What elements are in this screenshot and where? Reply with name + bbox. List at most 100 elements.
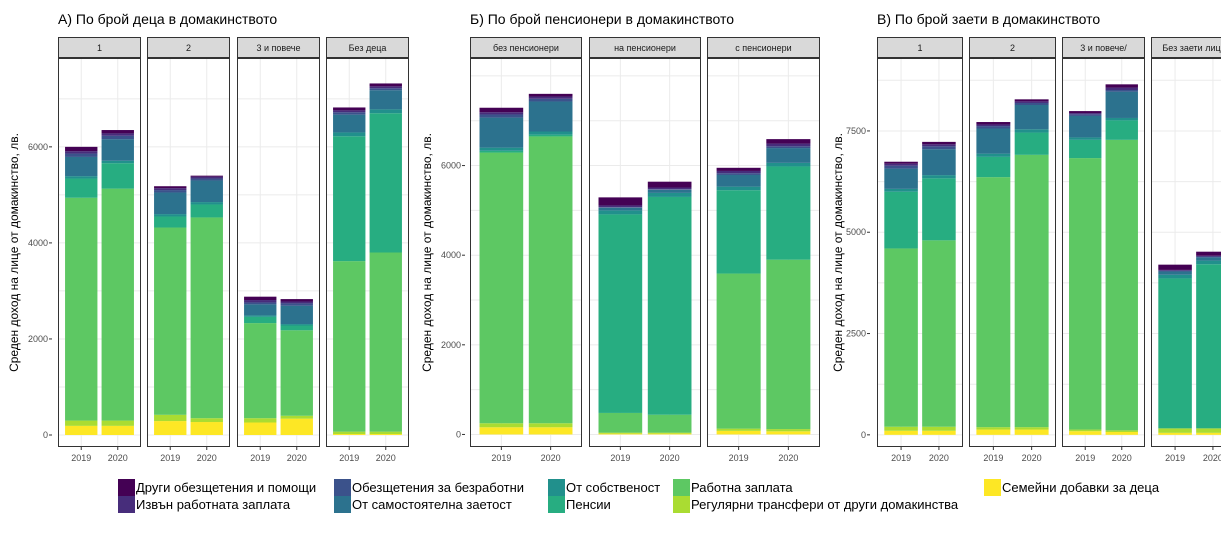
- bar-segment-обезщетения-за-безработни: [1158, 270, 1192, 272]
- panel-border: [147, 58, 230, 447]
- bar-segment-от-собственост: [154, 214, 187, 217]
- bar-segment-от-самостоятелна-заетост: [716, 174, 761, 187]
- bar-segment-от-собственост: [190, 202, 223, 205]
- facet-strip: [470, 37, 582, 58]
- x-tick-label-2019: 2019: [610, 453, 630, 463]
- chart-group-1: А) По брой деца в домакинството Среден до…: [7, 11, 409, 463]
- bar-segment-други-обезщетения-и-помощи: [528, 93, 573, 97]
- legend-item-non-salary: Извън работната заплата: [118, 496, 290, 513]
- x-tick-label-2019: 2019: [983, 453, 1003, 463]
- facet-strip-label: 1: [917, 43, 922, 53]
- bar-segment-обезщетения-за-безработни: [1014, 102, 1049, 106]
- bar-segment-работна-заплата: [647, 414, 692, 433]
- y-tick-label-1-2000: 2000: [28, 334, 48, 344]
- bar-segment-други-обезщетения-и-помощи: [716, 167, 761, 171]
- bar-segment-семейни-добавки-за-деца: [280, 418, 313, 435]
- y-tick-label-3-7500: 7500: [846, 126, 866, 136]
- bar-segment-извън-работната-заплата: [154, 188, 187, 191]
- bar-segment-работна-заплата: [922, 240, 956, 427]
- panel-border: [1062, 58, 1145, 447]
- bar-segment-регулярни-трансфери-от-други-домакинства: [884, 426, 918, 431]
- bar-segment-семейни-добавки-за-деца: [333, 434, 366, 435]
- bar-segment-от-собственост: [479, 147, 524, 151]
- bar-segment-обезщетения-за-безработни: [280, 303, 313, 306]
- facet-1-4: 2019 2020 Без деца: [326, 37, 409, 463]
- x-tick-label-2019: 2019: [339, 453, 359, 463]
- bar-segment-обезщетения-за-безработни: [1069, 114, 1102, 116]
- bar-segment-от-самостоятелна-заетост: [154, 192, 187, 215]
- bar-segment-извън-работната-заплата: [369, 86, 402, 89]
- facet-strip-label: 1: [97, 43, 102, 53]
- bar-segment-семейни-добавки-за-деца: [884, 430, 918, 435]
- bar-segment-обезщетения-за-безработни: [716, 173, 761, 175]
- chart-group-3: В) По брой заети в домакинството Среден д…: [831, 11, 1221, 463]
- facet-strip: [969, 37, 1056, 58]
- bar-segment-извън-работната-заплата: [1105, 87, 1138, 91]
- bar-segment-извън-работната-заплата: [101, 133, 134, 136]
- bar-segment-от-собственост: [101, 160, 134, 164]
- bar-segment-семейни-добавки-за-деца: [101, 425, 134, 435]
- bar-segment-работна-заплата: [976, 177, 1011, 428]
- legend-label-child-allowance: Семейни добавки за деца: [1002, 480, 1160, 495]
- bar-segment-семейни-добавки-за-деца: [190, 422, 223, 435]
- legend-key-property: [548, 479, 565, 496]
- bar-segment-от-собственост: [65, 176, 98, 179]
- bar-segment-от-самостоятелна-заетост: [1196, 257, 1221, 261]
- bar-segment-от-собственост: [922, 175, 956, 179]
- bar-segment-от-самостоятелна-заетост: [1014, 105, 1049, 130]
- legend-label-other-benefits: Други обезщетения и помощи: [136, 480, 317, 495]
- chart-title-1: А) По брой деца в домакинството: [58, 11, 277, 27]
- bar-segment-пенсии: [884, 191, 918, 249]
- bar-segment-пенсии: [1196, 264, 1221, 429]
- x-tick-label-2020: 2020: [197, 453, 217, 463]
- bar-segment-регулярни-трансфери-от-други-домакинства: [1105, 430, 1138, 433]
- x-tick-label-2019: 2019: [71, 453, 91, 463]
- facet-strip: [147, 37, 230, 58]
- bar-segment-от-самостоятелна-заетост: [190, 180, 223, 203]
- bar-segment-извън-работната-заплата: [922, 144, 956, 147]
- bar-segment-семейни-добавки-за-деца: [1069, 431, 1102, 435]
- bar-segment-извън-работната-заплата: [528, 96, 573, 99]
- bar-segment-от-собственост: [1069, 137, 1102, 140]
- panel-border: [969, 58, 1056, 447]
- bar-segment-семейни-добавки-за-деца: [1158, 432, 1192, 435]
- bar-segment-регулярни-трансфери-от-други-домакинства: [369, 431, 402, 435]
- bar-segment-извън-работната-заплата: [190, 176, 223, 179]
- legend-item-unemployment: Обезщетения за безработни: [334, 479, 524, 496]
- bar-segment-регулярни-трансфери-от-други-домакинства: [190, 418, 223, 423]
- x-tick-label-2020: 2020: [108, 453, 128, 463]
- bar-segment-други-обезщетения-и-помощи: [280, 299, 313, 302]
- bar-segment-пенсии: [479, 150, 524, 153]
- bar-segment-от-собственост: [647, 192, 692, 197]
- bar-segment-семейни-добавки-за-деца: [598, 433, 643, 435]
- bar-segment-от-собственост: [1158, 274, 1192, 279]
- bar-segment-от-собственост: [1105, 117, 1138, 121]
- bar-segment-обезщетения-за-безработни: [244, 302, 277, 305]
- bar-segment-регулярни-трансфери-от-други-домакинства: [1196, 428, 1221, 433]
- bar-segment-регулярни-трансфери-от-други-домакинства: [976, 427, 1011, 430]
- facet-1-3: 2019 2020 3 и повече: [237, 37, 320, 463]
- y-tick-label-2-4000: 4000: [441, 250, 461, 260]
- facet-2-2: 2019 2020 на пенсионери: [589, 37, 701, 463]
- bar-segment-други-обезщетения-и-помощи: [190, 175, 223, 177]
- bar-segment-регулярни-трансфери-от-други-домакинства: [154, 414, 187, 422]
- bar-segment-извън-работната-заплата: [1158, 269, 1192, 271]
- bar-segment-работна-заплата: [154, 227, 187, 415]
- facet-strip-label: на пенсионери: [614, 43, 676, 53]
- bar-segment-пенсии: [280, 325, 313, 331]
- x-tick-label-2019: 2019: [491, 453, 511, 463]
- facet-strip: [1151, 37, 1221, 58]
- bar-segment-пенсии: [333, 136, 366, 262]
- y-tick-label-2-2000: 2000: [441, 340, 461, 350]
- bar-segment-регулярни-трансфери-от-други-домакинства: [1069, 429, 1102, 432]
- bar-segment-работна-заплата: [333, 261, 366, 432]
- bar-segment-обезщетения-за-безработни: [65, 153, 98, 157]
- bar-segment-обезщетения-за-безработни: [884, 165, 918, 169]
- bar-segment-от-самостоятелна-заетост: [479, 117, 524, 148]
- legend-item-other-benefits: Други обезщетения и помощи: [118, 479, 316, 496]
- y-tick-label-1-0: 0: [43, 430, 48, 440]
- x-tick-label-2020: 2020: [660, 453, 680, 463]
- legend-item-property: От собственост: [548, 479, 660, 496]
- bar-segment-семейни-добавки-за-деца: [922, 430, 956, 435]
- bar-segment-от-собственост: [884, 188, 918, 192]
